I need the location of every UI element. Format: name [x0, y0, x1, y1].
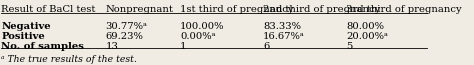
Text: 30.77%ᵃ: 30.77%ᵃ — [106, 22, 147, 31]
Text: 1: 1 — [180, 42, 187, 51]
Text: 80.00%: 80.00% — [346, 22, 384, 31]
Text: 100.00%: 100.00% — [180, 22, 225, 31]
Text: 3rd third of pregnancy: 3rd third of pregnancy — [346, 5, 462, 14]
Text: 69.23%: 69.23% — [106, 32, 144, 41]
Text: 5: 5 — [346, 42, 352, 51]
Text: 13: 13 — [106, 42, 118, 51]
Text: 83.33%: 83.33% — [263, 22, 301, 31]
Text: 6: 6 — [263, 42, 269, 51]
Text: Nonpregnant: Nonpregnant — [106, 5, 173, 14]
Text: 2nd third of pregnancy: 2nd third of pregnancy — [263, 5, 380, 14]
Text: Positive: Positive — [1, 32, 45, 41]
Text: 20.00%ᵃ: 20.00%ᵃ — [346, 32, 388, 41]
Text: No. of samples: No. of samples — [1, 42, 84, 51]
Text: 16.67%ᵃ: 16.67%ᵃ — [263, 32, 305, 41]
Text: Negative: Negative — [1, 22, 51, 31]
Text: Result of BaCl test: Result of BaCl test — [1, 5, 96, 14]
Text: 1st third of pregnancy: 1st third of pregnancy — [180, 5, 293, 14]
Text: 0.00%ᵃ: 0.00%ᵃ — [180, 32, 216, 41]
Text: ᵃ The true results of the test.: ᵃ The true results of the test. — [1, 55, 137, 64]
